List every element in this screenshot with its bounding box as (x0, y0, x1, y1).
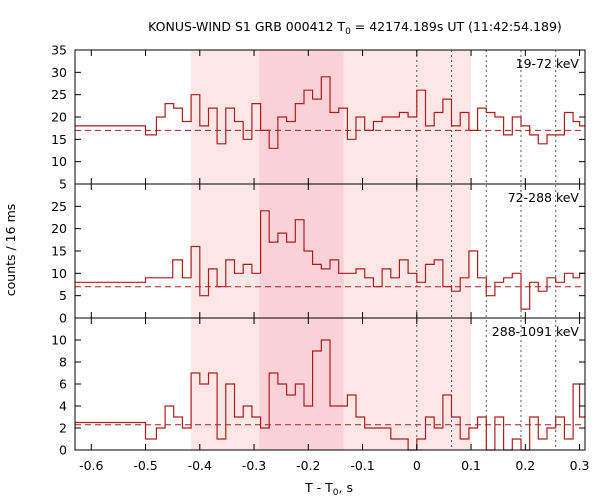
panel-1-ytick-label-3: 15 (51, 244, 67, 259)
panel-1-energy-label: 72-288 keV (508, 190, 580, 205)
x-tick-label-7: 0.1 (461, 458, 481, 473)
x-tick-label-0: -0.6 (79, 458, 103, 473)
panel-2-ytick-label-3: 6 (59, 377, 67, 392)
panel-0-ytick-label-2: 20 (51, 110, 67, 125)
panel-0-ytick-label-bottom: 5 (59, 177, 67, 192)
panel-2-ytick-label-0: 0 (59, 443, 67, 458)
panel-2-ytick-label-1: 2 (59, 421, 67, 436)
panel-0-ytick-label-1: 15 (51, 132, 67, 147)
x-tick-label-4: -0.2 (296, 458, 320, 473)
shading-layer (191, 50, 472, 450)
x-axis-label: T - T0, s (304, 480, 353, 498)
panel-0-ytick-label-5: 35 (51, 43, 67, 58)
panel-2-series (75, 339, 585, 451)
data-layer (75, 76, 585, 451)
x-tick-label-2: -0.4 (188, 458, 212, 473)
x-tick-label-8: 0.2 (515, 458, 535, 473)
x-tick-label-3: -0.3 (242, 458, 266, 473)
panel-2-ytick-label-4: 8 (59, 355, 67, 370)
x-tick-label-1: -0.5 (133, 458, 157, 473)
panel-2-ytick-label-2: 4 (59, 399, 67, 414)
panel-0-series (75, 76, 585, 149)
shaded-region-1 (259, 50, 344, 450)
panel-1-ytick-label-2: 10 (51, 266, 67, 281)
x-tick-label-9: 0.3 (570, 458, 590, 473)
panel-0-ytick-label-4: 30 (51, 65, 67, 80)
frame-layer (74, 49, 586, 451)
panel-1-ytick-label-1: 5 (59, 288, 67, 303)
x-tick-label-5: -0.1 (350, 458, 374, 473)
panel-1-ytick-label-5: 25 (51, 199, 67, 214)
panel-1-ytick-label-4: 20 (51, 221, 67, 236)
y-axis-label: counts / 16 ms (3, 204, 18, 297)
panel-0-energy-label: 19-72 keV (516, 56, 580, 71)
panel-0-ytick-label-0: 10 (51, 154, 67, 169)
panel-1-ytick-label-0: 0 (59, 311, 67, 326)
chart-title: KONUS-WIND S1 GRB 000412 T0 = 42174.189s… (148, 19, 562, 37)
panel-1-series (75, 210, 585, 310)
x-tick-label-6: 0 (413, 458, 421, 473)
panel-2-energy-label: 288-1091 keV (492, 324, 580, 339)
panel-0-ytick-label-3: 25 (51, 87, 67, 102)
panel-2-ytick-label-5: 10 (51, 333, 67, 348)
